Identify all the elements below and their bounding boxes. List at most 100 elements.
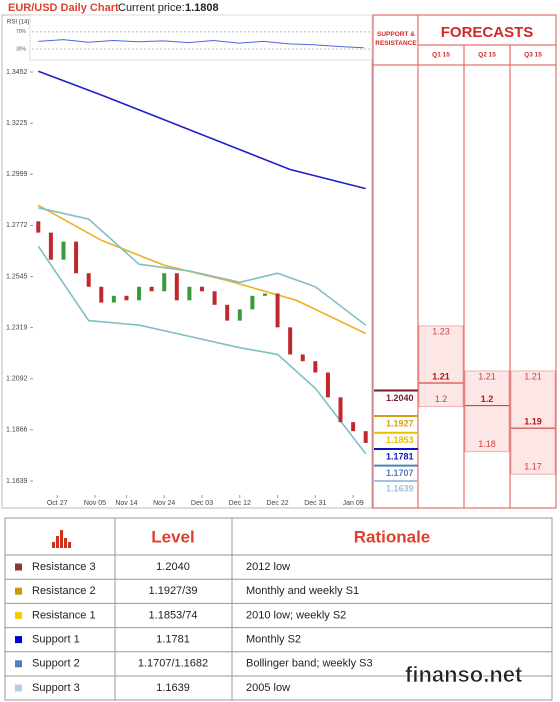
candle: [36, 221, 41, 233]
candle: [300, 354, 305, 362]
candle: [174, 273, 179, 301]
forecast-base-label: 1.2: [481, 394, 494, 404]
x-tick-label: Dec 31: [304, 500, 326, 507]
candle: [48, 232, 53, 260]
level-label: 1.1639: [386, 483, 414, 493]
table-header: Rationale: [354, 527, 431, 546]
row-level: 1.2040: [156, 561, 190, 573]
forecast-base-label: 1.19: [524, 417, 542, 427]
row-name: Resistance 1: [32, 609, 96, 621]
indicator-line: [37, 245, 367, 455]
row-level: 1.1707/1.1682: [138, 658, 208, 670]
y-tick-label: 1.2772: [6, 222, 28, 229]
price: 1.1808: [185, 2, 219, 14]
candle: [288, 327, 293, 355]
forecast-title: FORECASTS: [441, 24, 534, 41]
x-tick-label: Nov 14: [115, 500, 137, 507]
x-tick-label: Nov 05: [84, 500, 106, 507]
row-name: Support 3: [32, 682, 80, 694]
indicator-line: [38, 70, 366, 190]
y-tick-label: 1.2545: [6, 273, 28, 280]
level-label: 1.1927: [386, 418, 414, 428]
candle: [86, 273, 91, 287]
forecast-high: 1.21: [478, 371, 496, 381]
y-tick-label: 1.2092: [6, 376, 28, 383]
row-name: Resistance 3: [32, 561, 96, 573]
y-tick-label: 1.2999: [6, 171, 28, 178]
column-header: Q2 15: [478, 52, 496, 59]
levels-header: SUPPORT & RESISTANCE: [375, 31, 417, 47]
row-level: 1.1781: [156, 634, 190, 646]
forecast-range: [418, 325, 464, 408]
candle: [275, 293, 280, 328]
level-label: 1.1853: [386, 435, 414, 445]
candle: [111, 295, 116, 303]
candle: [237, 309, 242, 321]
candle: [99, 286, 104, 303]
candle: [200, 286, 204, 292]
candle: [250, 295, 255, 310]
x-tick-label: Dec 03: [191, 500, 213, 507]
candle: [351, 422, 356, 432]
swatch: [15, 636, 22, 644]
forecast-range: [510, 370, 556, 475]
level-label: 1.2040: [386, 393, 414, 403]
swatch: [15, 563, 22, 571]
row-name: Support 2: [32, 658, 80, 670]
candle: [262, 293, 267, 296]
swatch: [15, 660, 22, 668]
swatch: [15, 684, 22, 692]
column-header: Q1 15: [432, 52, 450, 59]
row-rationale: 2010 low; weekly S2: [246, 609, 346, 621]
forecast-base-label: 1.21: [432, 371, 450, 381]
row-rationale: 2012 low: [246, 561, 290, 573]
y-tick-label: 1.1866: [6, 427, 28, 434]
forecast-high: 1.23: [432, 326, 450, 336]
swatch: [15, 611, 22, 619]
y-tick-label: 1.3452: [6, 69, 28, 76]
swatch: [15, 587, 22, 595]
row-level: 1.1639: [156, 682, 190, 694]
candle: [137, 286, 142, 301]
candle: [225, 304, 230, 321]
candle: [187, 286, 192, 301]
indicator-line: [38, 39, 364, 49]
forecast-high: 1.21: [524, 371, 542, 381]
x-tick-label: Dec 22: [266, 500, 288, 507]
price-label: Current price:: [118, 2, 185, 14]
x-tick-label: Dec 12: [229, 500, 251, 507]
y-tick-label: 1.1639: [6, 478, 28, 485]
row-level: 1.1927/39: [149, 585, 198, 597]
x-tick-label: Nov 24: [153, 500, 175, 507]
column-header: Q3 15: [524, 52, 542, 59]
y-tick-label: 1.3225: [6, 120, 28, 127]
row-rationale: Monthly S2: [246, 634, 301, 646]
forecast-low: 1.2: [435, 394, 448, 404]
watermark: finanso.net: [405, 662, 523, 687]
row-level: 1.1853/74: [149, 609, 198, 621]
candle: [325, 372, 330, 398]
y-tick-label: 70%: [16, 29, 27, 35]
row-rationale: 2005 low: [246, 682, 290, 694]
row-rationale: Bollinger band; weekly S3: [246, 658, 373, 670]
y-tick-label: 30%: [16, 46, 27, 52]
rsi-frame: [29, 14, 373, 61]
row-rationale: Monthly and weekly S1: [246, 585, 359, 597]
y-tick-label: 1.2319: [6, 324, 28, 331]
table-icon: [52, 530, 71, 548]
forecast-low: 1.18: [478, 439, 496, 449]
indicator-line: [38, 207, 367, 326]
candle: [149, 286, 154, 292]
candle: [212, 291, 217, 305]
forecast-range: [464, 370, 510, 453]
table-frame: [4, 517, 553, 701]
level-label: 1.1707: [386, 468, 414, 478]
candle: [61, 241, 66, 260]
candle: [313, 361, 318, 373]
chart-frame: [1, 14, 373, 509]
row-name: Support 1: [32, 634, 80, 646]
candle: [124, 295, 129, 301]
candle: [363, 431, 368, 443]
